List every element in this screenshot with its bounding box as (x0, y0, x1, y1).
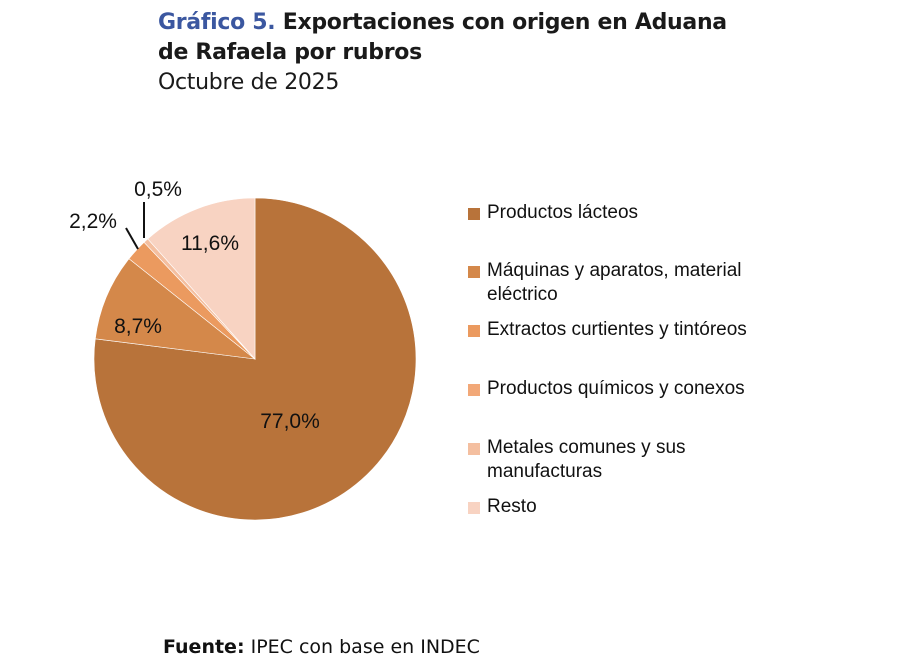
chart-source: Fuente: IPEC con base en INDEC (163, 636, 480, 658)
legend-swatch (468, 384, 480, 396)
chart-title-block: Gráfico 5. Exportaciones con origen en A… (158, 8, 727, 98)
data-label-maquinas: 8,7% (114, 315, 162, 338)
legend-swatch (468, 325, 480, 337)
legend-item-quimicos: Productos químicos y conexos (468, 377, 808, 401)
source-text: IPEC con base en INDEC (244, 636, 480, 658)
pie-slice (94, 258, 257, 360)
legend-swatch (468, 443, 480, 455)
chart-number: Gráfico 5. (158, 10, 276, 35)
chart-title-text: Exportaciones con origen en Aduana (275, 10, 727, 35)
data-label-metales: 0,5% (134, 178, 182, 201)
data-label-resto: 11,6% (181, 232, 239, 255)
chart-title-line-1: Gráfico 5. Exportaciones con origen en A… (158, 8, 727, 38)
legend-swatch (468, 266, 480, 278)
source-label: Fuente: (163, 636, 245, 658)
legend-swatch (468, 502, 480, 514)
pie-slices (93, 197, 417, 521)
pie-slice (147, 197, 256, 360)
legend-item-metales: Metales comunes y sus manufacturas (468, 436, 808, 484)
data-label-lacteos: 77,0% (260, 410, 320, 433)
data-label-extractos: 2,2% (69, 210, 117, 233)
legend-item-maquinas: Máquinas y aparatos, material eléctrico (468, 259, 808, 307)
chart-title-line-2: de Rafaela por rubros (158, 40, 422, 65)
leader-line-extractos (125, 227, 139, 250)
legend-item-extractos: Extractos curtientes y tintóreos (468, 318, 808, 342)
legend-item-lacteos: Productos lácteos (468, 201, 808, 225)
legend-swatch (468, 208, 480, 220)
chart-subtitle: Octubre de 2025 (158, 70, 340, 95)
legend-item-resto: Resto (468, 495, 808, 519)
